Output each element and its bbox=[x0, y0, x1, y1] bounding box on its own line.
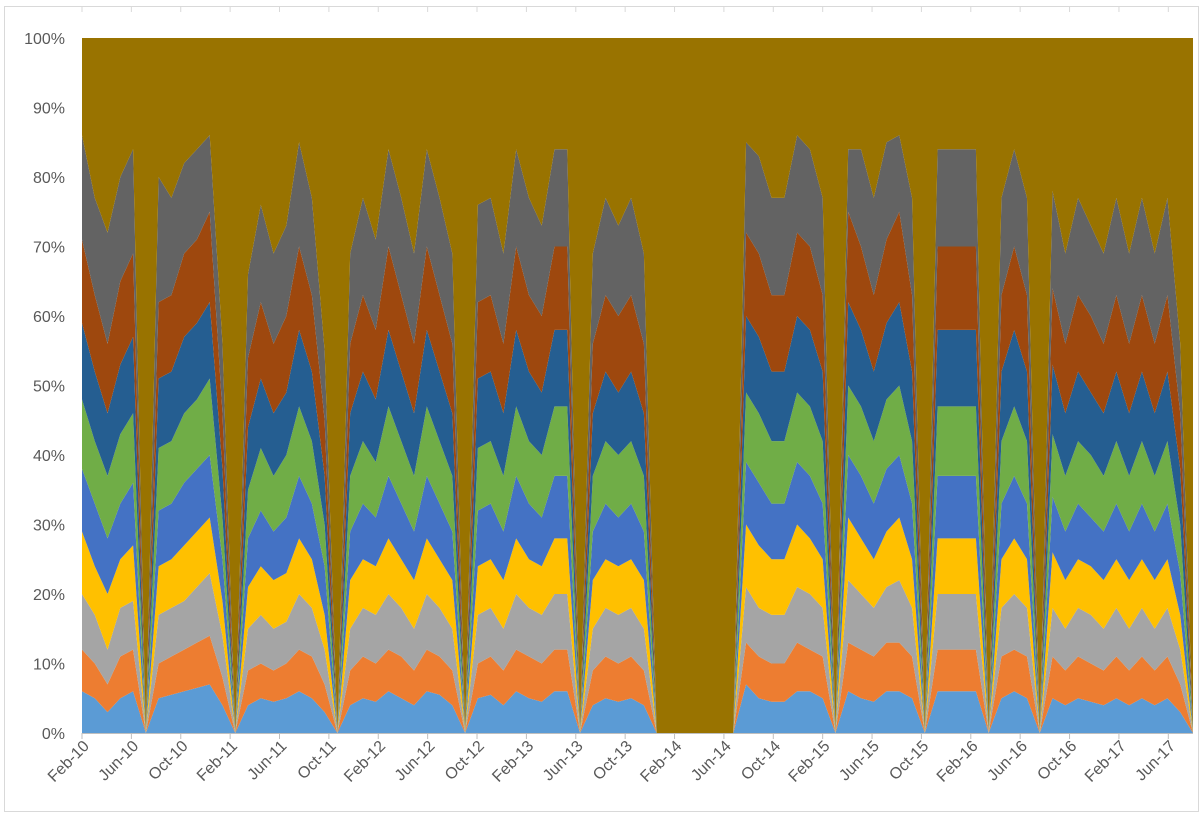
y-tick-label: 60% bbox=[33, 309, 65, 326]
area-series-7 bbox=[82, 302, 1193, 733]
area-series-5 bbox=[82, 455, 1193, 733]
y-tick-label: 20% bbox=[33, 587, 65, 604]
area-series-6 bbox=[82, 378, 1193, 733]
area-series-1 bbox=[82, 684, 1193, 733]
y-tick-label: 90% bbox=[33, 101, 65, 118]
y-tick-label: 30% bbox=[33, 518, 65, 535]
area-series-9 bbox=[82, 135, 1193, 734]
area-series-4 bbox=[82, 517, 1193, 733]
y-tick-label: 50% bbox=[33, 379, 65, 396]
area-series-8 bbox=[82, 211, 1193, 733]
area-series-10 bbox=[82, 38, 1193, 733]
area-series-group bbox=[82, 38, 1193, 734]
y-tick-label: 100% bbox=[24, 31, 65, 48]
area-series-3 bbox=[82, 573, 1193, 733]
y-tick-label: 10% bbox=[33, 657, 65, 674]
y-tick-label: 70% bbox=[33, 240, 65, 257]
y-tick-label: 80% bbox=[33, 170, 65, 187]
y-axis: 0% 10% 20% 30% 40% 50% 60% 70% 80% 90% 100% bbox=[24, 31, 65, 743]
area-series-2 bbox=[82, 635, 1193, 733]
y-tick-label: 0% bbox=[42, 726, 65, 743]
y-tick-label: 40% bbox=[33, 448, 65, 465]
